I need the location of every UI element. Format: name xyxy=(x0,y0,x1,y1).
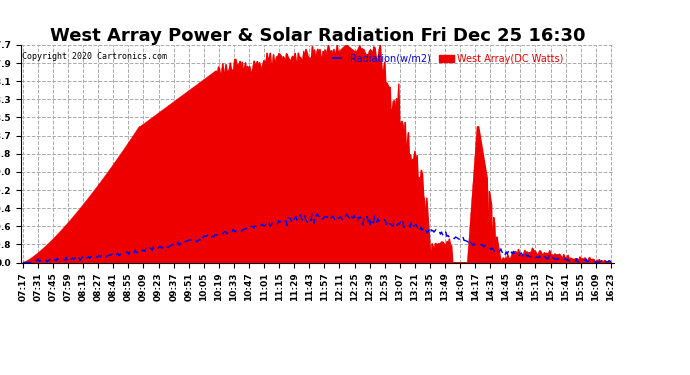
Text: Copyright 2020 Cartronics.com: Copyright 2020 Cartronics.com xyxy=(22,51,167,60)
Legend: Radiation(w/m2), West Array(DC Watts): Radiation(w/m2), West Array(DC Watts) xyxy=(328,50,568,68)
Title: West Array Power & Solar Radiation Fri Dec 25 16:30: West Array Power & Solar Radiation Fri D… xyxy=(50,27,585,45)
